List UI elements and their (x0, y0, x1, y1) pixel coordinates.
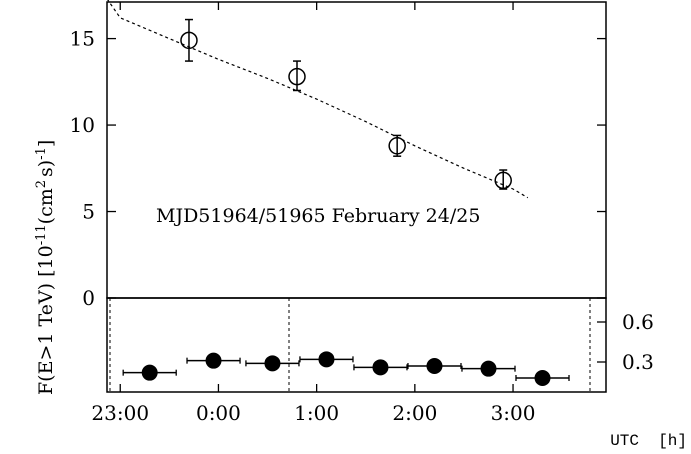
x-tick-label: 2:00 (392, 401, 437, 425)
x-axis-label: UTC [h] (610, 432, 687, 450)
bottom-data-point (206, 353, 221, 368)
bottom-data-layer (123, 352, 569, 386)
fit-curve (107, 0, 528, 198)
top-y-tick-label: 5 (82, 200, 95, 224)
fit-curve-layer (107, 0, 528, 198)
bottom-y-tick-label: 0.3 (622, 350, 654, 374)
bottom-data-point (427, 359, 442, 374)
top-y-tick-label: 0 (82, 286, 95, 310)
x-tick-label: 23:00 (91, 401, 149, 425)
x-tick-label: 3:00 (491, 401, 536, 425)
top-panel-frame (107, 2, 606, 298)
chart-annotation: MJD51964/51965 February 24/25 (156, 205, 480, 227)
x-tick-label: 0:00 (196, 401, 241, 425)
bottom-y-tick-label: 0.6 (622, 310, 654, 334)
bottom-data-point (142, 365, 157, 380)
top-y-tick-label: 10 (70, 113, 95, 137)
y-axis-label: F(E>1 TeV) [10-11(cm2s)-1] (34, 140, 57, 395)
bottom-data-point (535, 371, 550, 386)
top-data-layer (181, 20, 511, 189)
bottom-data-point (265, 356, 280, 371)
top-y-axis-ticks: 0 5 10 15 (70, 27, 606, 310)
x-tick-label: 1:00 (294, 401, 339, 425)
top-y-tick-label: 15 (70, 27, 95, 51)
bottom-data-point (319, 352, 334, 367)
bottom-data-point (373, 360, 388, 375)
bottom-data-point (481, 361, 496, 376)
